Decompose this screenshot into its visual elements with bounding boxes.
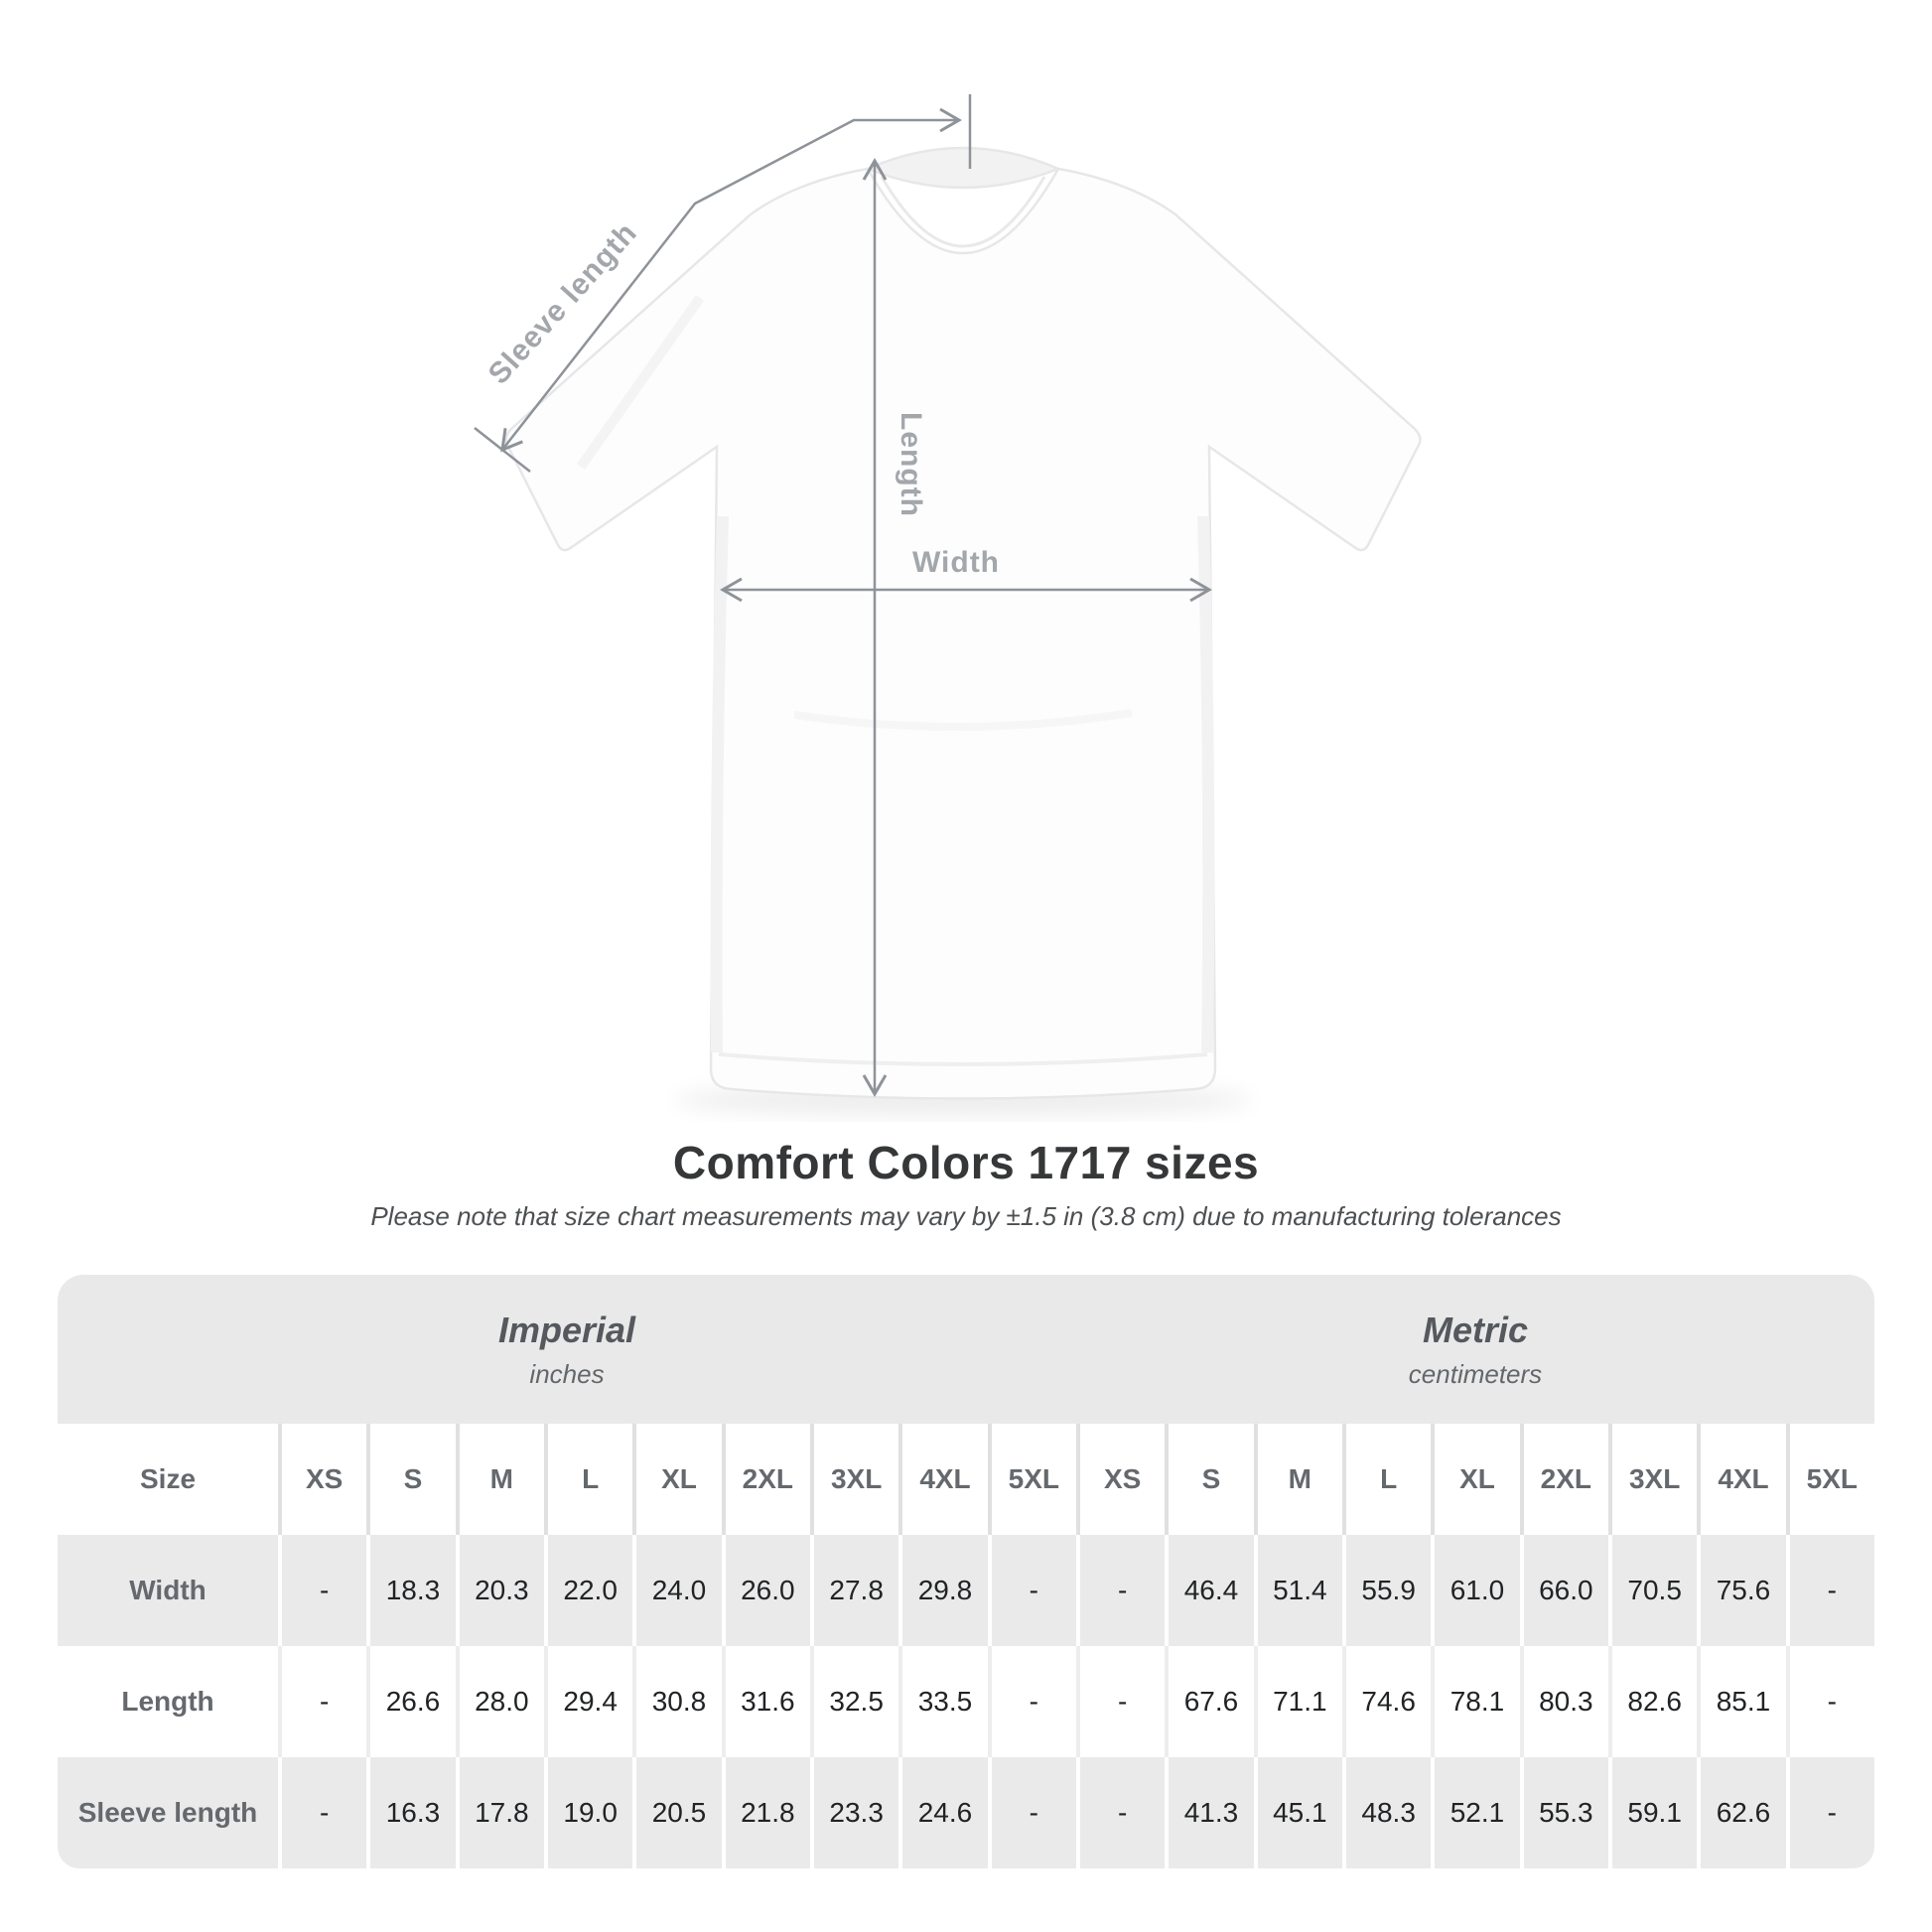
table-cell: 29.8 [898,1535,988,1646]
table-cell: 48.3 [1342,1757,1432,1868]
table-cell: 67.6 [1165,1646,1254,1757]
table-cell: 46.4 [1165,1535,1254,1646]
group-header-metric: Metric centimeters [1076,1275,1874,1424]
row-label-sleeve-length: Sleeve length [58,1757,278,1868]
table-cell: 21.8 [721,1757,810,1868]
table-cell: - [1076,1646,1166,1757]
col-header-imperial-4xl: 4XL [898,1424,988,1535]
table-cell: - [278,1535,367,1646]
table-cell: 16.3 [366,1757,456,1868]
table-cell: 55.3 [1519,1757,1608,1868]
table-cell: 62.6 [1697,1757,1786,1868]
table-cell: - [1785,1646,1874,1757]
table-cell: 30.8 [632,1646,722,1757]
group-unit-centimeters: centimeters [1408,1358,1543,1389]
shirt-fold-chest [793,709,1133,732]
table-cell: 26.0 [721,1535,810,1646]
table-cell: 52.1 [1431,1757,1520,1868]
table-cell: 26.6 [366,1646,456,1757]
table-cell: 70.5 [1608,1535,1698,1646]
shirt-fold-left [710,515,729,1053]
row-label-width: Width [58,1535,278,1646]
table-cell: 27.8 [810,1535,899,1646]
shirt-hem-seam [718,1052,1208,1066]
table-cell: - [987,1535,1076,1646]
shirt-fold-right [1197,515,1215,1053]
table-cell: 71.1 [1253,1646,1342,1757]
col-header-metric-2xl: 2XL [1519,1424,1608,1535]
table-cell: 20.5 [632,1757,722,1868]
table-cell: - [987,1646,1076,1757]
table-cell: 85.1 [1697,1646,1786,1757]
table-cell: 22.0 [544,1535,633,1646]
col-header-imperial-xl: XL [632,1424,722,1535]
width-label: Width [912,546,1000,579]
table-cell: - [987,1757,1076,1868]
table-cell: 51.4 [1253,1535,1342,1646]
size-table: Imperial inches Metric centimeters Size … [58,1275,1874,1868]
table-cell: 78.1 [1431,1646,1520,1757]
table-cell: - [278,1757,367,1868]
table-cell: 19.0 [544,1757,633,1868]
page-subtitle: Please note that size chart measurements… [370,1201,1562,1231]
table-cell: 80.3 [1519,1646,1608,1757]
table-cell: 41.3 [1165,1757,1254,1868]
col-header-imperial-xs: XS [278,1424,367,1535]
table-cell: - [1076,1757,1166,1868]
table-cell: 17.8 [455,1757,544,1868]
col-header-metric-m: M [1253,1424,1342,1535]
table-cell: - [1785,1757,1874,1868]
table-cell: 28.0 [455,1646,544,1757]
table-cell: 66.0 [1519,1535,1608,1646]
tshirt-diagram: Sleeve length Length Width [474,94,1422,1116]
group-name-metric: Metric [1422,1309,1529,1350]
col-header-imperial-s: S [366,1424,456,1535]
tshirt [504,167,1422,1100]
col-header-metric-5xl: 5XL [1785,1424,1874,1535]
sleeve-length-arrow [500,107,962,453]
table-cell: 61.0 [1431,1535,1520,1646]
page-title: Comfort Colors 1717 sizes [672,1137,1260,1188]
col-header-metric-3xl: 3XL [1608,1424,1698,1535]
col-header-imperial-5xl: 5XL [987,1424,1076,1535]
col-header-imperial-2xl: 2XL [721,1424,810,1535]
group-header-imperial: Imperial inches [58,1275,1076,1424]
table-cell: - [1785,1535,1874,1646]
table-cell: 82.6 [1608,1646,1698,1757]
collar-back-band [864,146,1062,190]
table-cell: 75.6 [1697,1535,1786,1646]
table-cell: 24.0 [632,1535,722,1646]
table-cell: 33.5 [898,1646,988,1757]
col-header-metric-4xl: 4XL [1697,1424,1786,1535]
col-header-metric-s: S [1165,1424,1254,1535]
table-cell: 23.3 [810,1757,899,1868]
col-header-metric-xs: XS [1076,1424,1166,1535]
col-header-metric-l: L [1342,1424,1432,1535]
col-header-imperial-3xl: 3XL [810,1424,899,1535]
sleeve-end-tick [474,427,531,473]
length-label: Length [895,412,927,517]
col-header-imperial-m: M [455,1424,544,1535]
group-name-imperial: Imperial [497,1309,636,1350]
size-column-header: Size [58,1424,278,1535]
table-cell: 29.4 [544,1646,633,1757]
table-cell: - [1076,1535,1166,1646]
table-cell: 18.3 [366,1535,456,1646]
table-cell: - [278,1646,367,1757]
table-cell: 20.3 [455,1535,544,1646]
row-label-length: Length [58,1646,278,1757]
table-cell: 55.9 [1342,1535,1432,1646]
table-cell: 24.6 [898,1757,988,1868]
table-cell: 45.1 [1253,1757,1342,1868]
group-unit-inches: inches [529,1358,605,1389]
col-header-metric-xl: XL [1431,1424,1520,1535]
col-header-imperial-l: L [544,1424,633,1535]
table-cell: 31.6 [721,1646,810,1757]
table-cell: 74.6 [1342,1646,1432,1757]
table-cell: 59.1 [1608,1757,1698,1868]
table-cell: 32.5 [810,1646,899,1757]
